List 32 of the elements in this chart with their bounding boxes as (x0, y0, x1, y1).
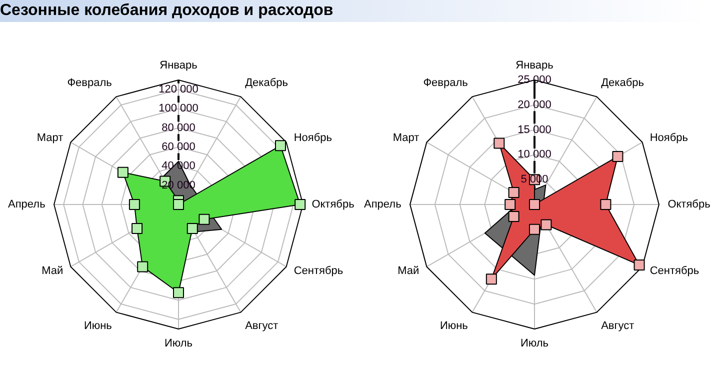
spoke-label: Март (392, 132, 420, 144)
chart-title: Сезонные колебания доходов и расходов (0, 1, 334, 21)
spoke-label: Май (398, 265, 420, 278)
y-tick-label: 80 000 (162, 122, 196, 134)
spoke-label: Январь (516, 59, 554, 72)
spoke-label: Ноябрь (294, 132, 332, 144)
spoke-label: Сентябрь (294, 265, 344, 278)
spoke-label: Ноябрь (650, 132, 688, 144)
spoke-label: Февраль (423, 77, 468, 90)
spoke-label: Июнь (440, 320, 468, 332)
y-tick-label: 60 000 (162, 141, 196, 154)
spoke-label: Март (36, 132, 64, 144)
spoke-label: Май (42, 265, 64, 278)
spoke-label: Июль (164, 338, 193, 350)
spoke-label: Декабрь (245, 77, 288, 90)
spoke-label: Февраль (67, 77, 112, 90)
spoke-label: Сентябрь (650, 265, 700, 278)
y-tick-label: 10 000 (518, 148, 552, 161)
y-tick-label: 120 000 (158, 84, 198, 96)
spoke-label: Июль (520, 338, 549, 350)
y-tick-label: 20 000 (518, 98, 552, 111)
spoke-label: Апрель (364, 198, 402, 210)
spoke-label: Октябрь (312, 198, 355, 210)
spoke-label: Июнь (84, 320, 112, 332)
spoke-label: Октябрь (668, 198, 711, 210)
spoke-label: Август (245, 320, 278, 332)
spoke-label: Январь (160, 59, 198, 72)
spoke-label: Август (601, 320, 634, 332)
spoke-label: Апрель (8, 198, 46, 210)
y-tick-label: 15 000 (518, 124, 552, 136)
y-tick-label: 100 000 (158, 102, 198, 115)
spoke-label: Декабрь (601, 77, 644, 90)
